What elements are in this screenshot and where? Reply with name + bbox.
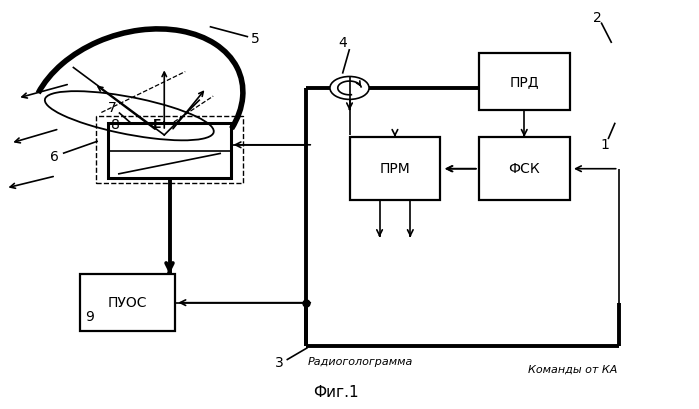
- Text: 6: 6: [50, 151, 59, 164]
- Text: Радиоголограмма: Радиоголограмма: [308, 357, 412, 367]
- Bar: [479, 53, 570, 110]
- Bar: [96, 116, 243, 183]
- Text: 1: 1: [600, 138, 609, 152]
- Text: ПРД: ПРД: [510, 75, 539, 89]
- Text: E: E: [153, 118, 161, 131]
- Bar: [350, 137, 440, 200]
- Text: 9: 9: [85, 310, 94, 324]
- Bar: [108, 123, 231, 178]
- Text: Фиг.1: Фиг.1: [312, 385, 359, 400]
- Text: ФСК: ФСК: [508, 162, 540, 176]
- Text: 8: 8: [111, 118, 120, 132]
- Text: ПРМ: ПРМ: [380, 162, 410, 176]
- Text: Команды от КА: Команды от КА: [528, 365, 618, 375]
- Text: ПУОС: ПУОС: [108, 296, 147, 310]
- Text: 4: 4: [338, 36, 347, 50]
- Text: 7: 7: [108, 101, 116, 115]
- Text: 2: 2: [593, 11, 602, 25]
- Text: 5: 5: [251, 32, 259, 46]
- Bar: [80, 274, 175, 331]
- Text: 3: 3: [275, 356, 284, 370]
- Bar: [479, 137, 570, 200]
